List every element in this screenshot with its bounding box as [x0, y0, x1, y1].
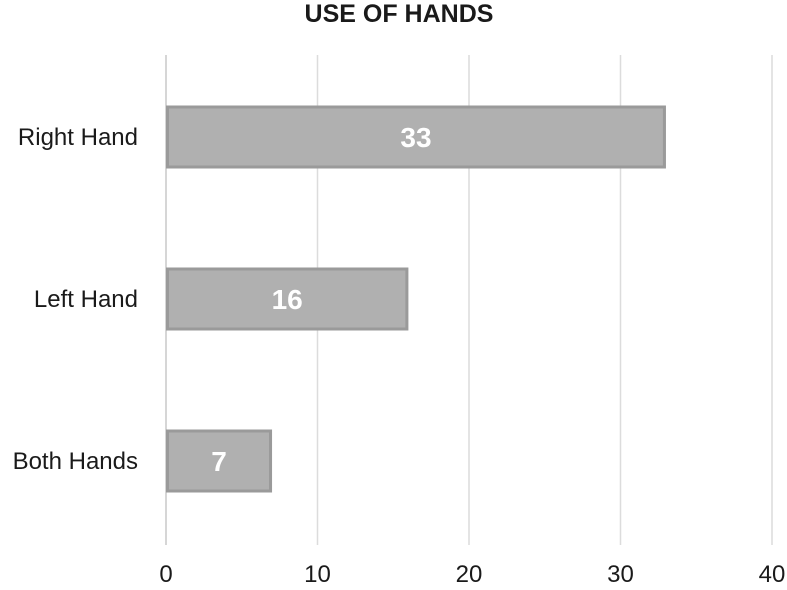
bar: [166, 105, 666, 169]
bar: [166, 267, 409, 331]
x-tick-label: 30: [607, 561, 634, 588]
x-axis-tick-labels: 0 10 20 30 40: [159, 561, 785, 588]
category-label: Left Hand: [34, 286, 138, 313]
category-label: Both Hands: [13, 448, 138, 475]
bar-data-label: 16: [272, 284, 303, 315]
bar-data-label: 7: [211, 446, 227, 477]
bar-data-label: 33: [400, 122, 431, 153]
x-tick-label: 0: [159, 561, 172, 588]
bars: 33 16 7: [166, 105, 666, 493]
category-label: Right Hand: [18, 124, 138, 151]
category-labels: Right Hand Left Hand Both Hands: [13, 124, 138, 475]
chart-title: USE OF HANDS: [305, 0, 494, 28]
bar: [166, 429, 273, 493]
x-tick-label: 10: [304, 561, 331, 588]
x-tick-label: 20: [456, 561, 483, 588]
x-tick-label: 40: [759, 561, 786, 588]
